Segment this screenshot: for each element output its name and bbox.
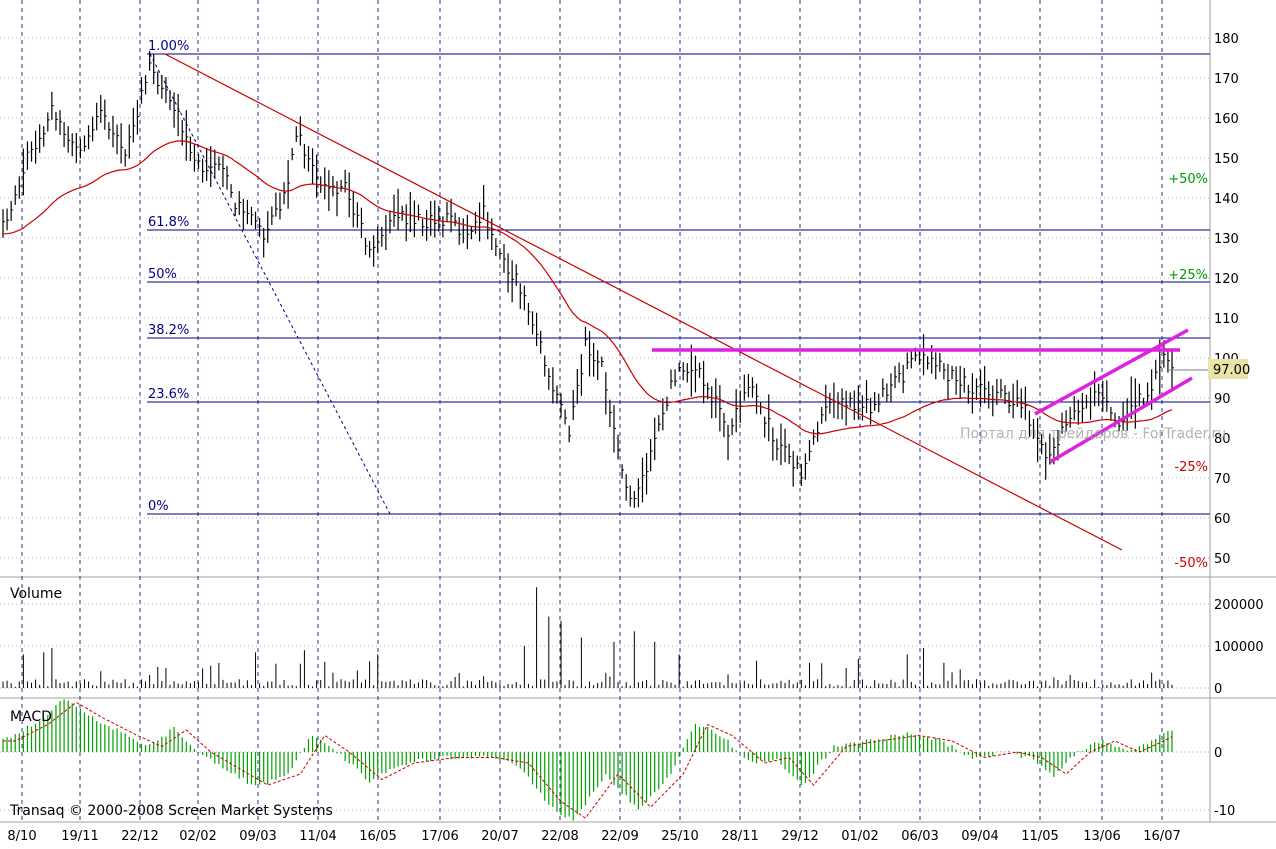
x-tick-label: 22/09 [601, 829, 638, 844]
fib-level-label: 50% [148, 267, 177, 282]
percent-level-label: -50% [1174, 556, 1208, 571]
percent-level-label: +50% [1168, 172, 1208, 187]
price-tick-label: 180 [1214, 32, 1239, 47]
macd-signal-line [3, 701, 1173, 819]
current-price-box [1208, 359, 1248, 379]
macd-tick-label: 0 [1214, 746, 1222, 761]
x-tick-label: 29/12 [781, 829, 818, 844]
macd-tick-label: -10 [1214, 804, 1235, 819]
price-tick-label: 130 [1214, 232, 1239, 247]
x-tick-label: 25/10 [661, 829, 698, 844]
volume-tick-label: 100000 [1214, 640, 1264, 655]
fib-level-label: 0% [148, 499, 169, 514]
trendlines-layer [149, 53, 1208, 551]
x-tick-label: 28/11 [721, 829, 758, 844]
price-tick-label: 60 [1214, 512, 1231, 527]
x-tick-label: 02/02 [179, 829, 216, 844]
downtrend-line [164, 53, 1123, 551]
fib-level-label: 61.8% [148, 215, 189, 230]
price-tick-label: 70 [1214, 472, 1231, 487]
price-tick-label: 80 [1214, 432, 1231, 447]
price-tick-label: 50 [1214, 552, 1231, 567]
x-tick-label: 01/02 [841, 829, 878, 844]
percent-level-label: -25% [1174, 460, 1208, 475]
x-tick-label: 17/06 [421, 829, 458, 844]
x-tick-label: 16/05 [359, 829, 396, 844]
x-tick-label: 11/04 [299, 829, 336, 844]
x-tick-label: 09/04 [961, 829, 998, 844]
grid-layer [0, 0, 1276, 823]
x-tick-label: 20/07 [481, 829, 518, 844]
volume-layer [2, 587, 1173, 688]
fib-level-label: 1.00% [148, 39, 189, 54]
price-tick-label: 140 [1214, 192, 1239, 207]
price-tick-label: 160 [1214, 112, 1239, 127]
x-tick-label: 09/03 [239, 829, 276, 844]
fib-level-label: 23.6% [148, 387, 189, 402]
fib-level-label: 38.2% [148, 323, 189, 338]
price-tick-label: 150 [1214, 152, 1239, 167]
current-price-label: 97.00 [1213, 363, 1250, 378]
channel-lower-line [1049, 376, 1193, 464]
x-tick-label: 13/06 [1083, 829, 1120, 844]
copyright-text: Transaq © 2000-2008 Screen Market System… [9, 803, 333, 819]
x-tick-label: 19/11 [61, 829, 98, 844]
volume-tick-label: 0 [1214, 682, 1222, 697]
x-tick-label: 8/10 [7, 829, 36, 844]
x-tick-label: 16/07 [1143, 829, 1180, 844]
fib-diagonal-line [149, 53, 391, 515]
watermark-text: Портал для трейдеров - ForTrader.ru [960, 426, 1226, 442]
x-tick-label: 11/05 [1021, 829, 1058, 844]
x-tick-label: 22/12 [121, 829, 158, 844]
channel-upper-line [1034, 328, 1189, 416]
price-tick-label: 120 [1214, 272, 1239, 287]
x-tick-label: 22/08 [541, 829, 578, 844]
volume-tick-label: 200000 [1214, 598, 1264, 613]
macd-panel-title: MACD [10, 709, 52, 725]
fibonacci-layer: 1.00% 61.8% 50% 38.2% 23.6% 0% [147, 39, 1210, 515]
x-tick-label: 06/03 [901, 829, 938, 844]
price-tick-label: 110 [1214, 312, 1239, 327]
volume-panel-title: Volume [10, 586, 62, 602]
price-tick-label: 90 [1214, 392, 1231, 407]
percent-level-label: +25% [1168, 268, 1208, 283]
macd-layer [2, 699, 1173, 821]
price-tick-label: 170 [1214, 72, 1239, 87]
